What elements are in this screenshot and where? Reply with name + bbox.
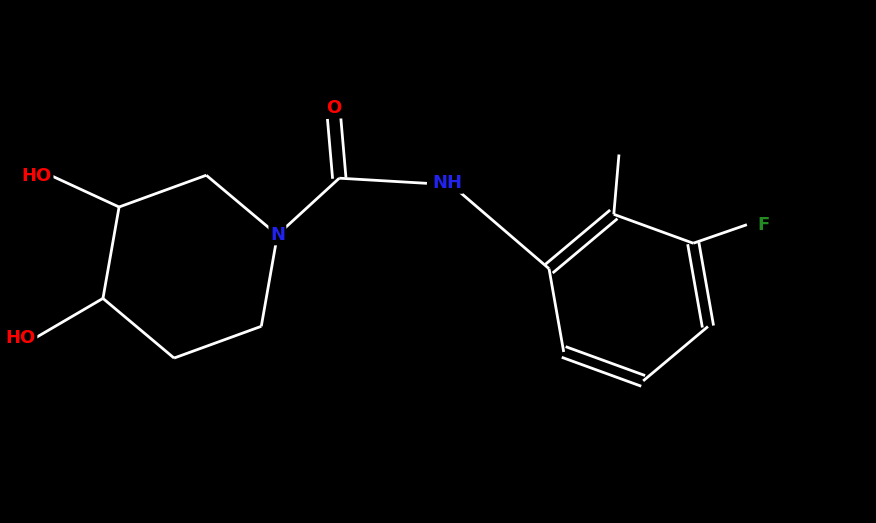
Text: O: O	[327, 99, 342, 117]
Text: F: F	[757, 215, 769, 234]
Text: NH: NH	[432, 174, 463, 192]
Text: HO: HO	[5, 328, 36, 347]
Text: N: N	[270, 226, 285, 244]
Text: HO: HO	[22, 167, 52, 185]
